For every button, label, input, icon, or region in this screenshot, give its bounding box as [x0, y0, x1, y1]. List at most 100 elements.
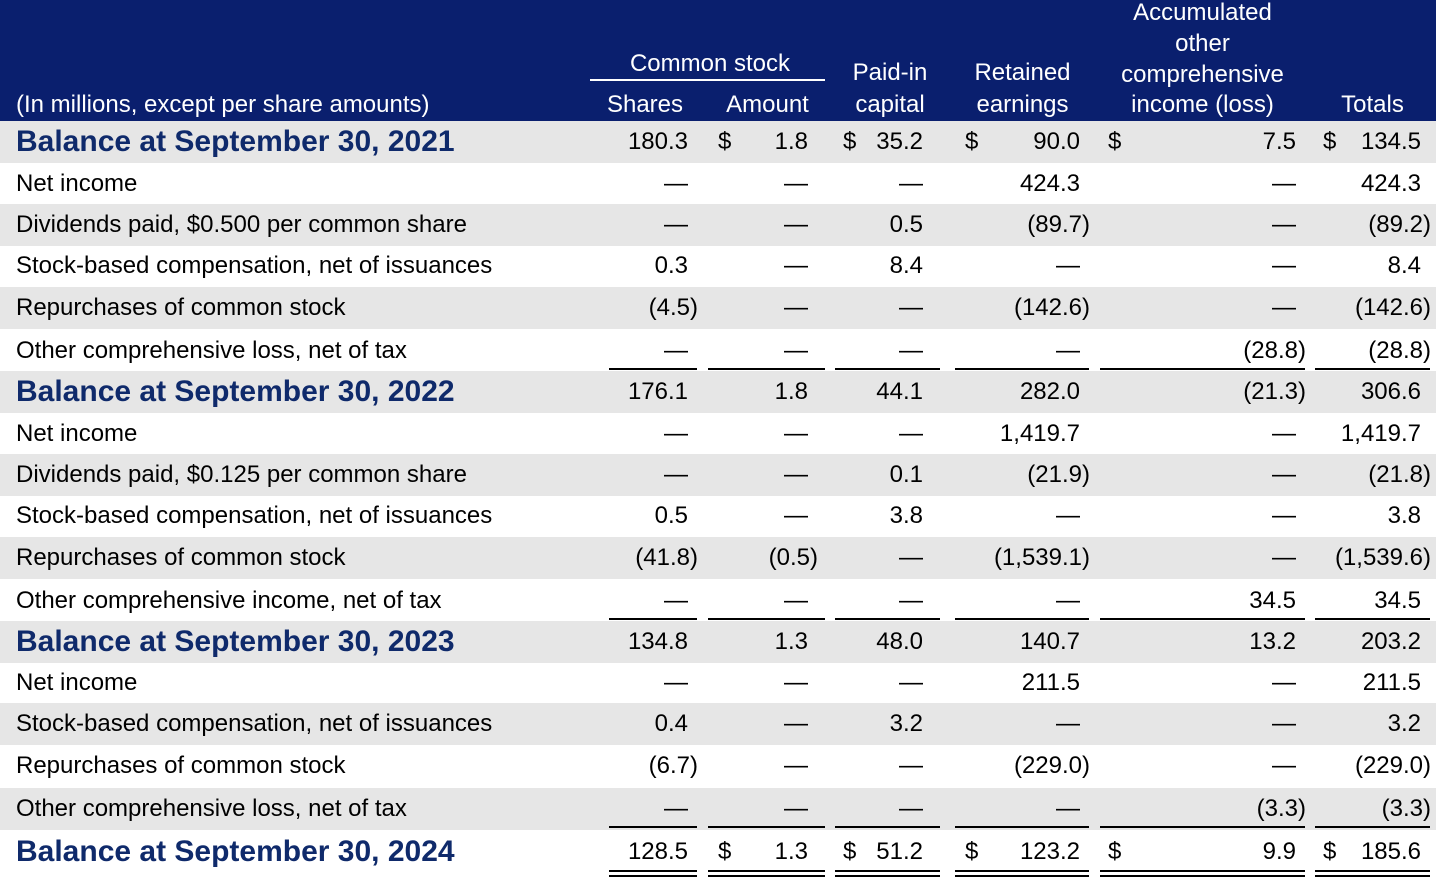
cell-shares: —	[664, 461, 688, 488]
cell-totals: 3.8	[1387, 502, 1421, 529]
common-stock-group-label: Common stock	[629, 50, 791, 77]
cell-totals: 34.5	[1374, 587, 1421, 614]
cell-retained-earnings: 211.5	[1021, 669, 1080, 696]
cell-paid-in-capital: 3.8	[889, 502, 923, 529]
cell-shares: 176.1	[627, 378, 688, 405]
table-header: (In millions, except per share amounts) …	[0, 0, 1436, 121]
subtotal-underline	[1100, 368, 1305, 370]
dollar-sign: $	[718, 838, 732, 865]
cell-totals: 306.6	[1360, 378, 1421, 405]
cell-totals: 1,419.7	[1340, 420, 1421, 447]
cell-shares: (6.7)	[648, 752, 698, 779]
table-row: Repurchases of common stock (6.7) — — (229.0…	[0, 745, 1436, 787]
cell-totals: 3.2	[1387, 710, 1421, 737]
col-paid-in-header-1: Paid-in	[852, 59, 928, 86]
cell-amount: —	[784, 211, 808, 238]
cell-aoci: —	[1272, 752, 1296, 779]
row-label: Net income	[16, 420, 138, 447]
row-label: Net income	[16, 669, 138, 696]
cell-aoci: —	[1272, 461, 1296, 488]
cell-shares: 134.8	[627, 628, 688, 655]
cell-retained-earnings: (21.9)	[1027, 461, 1090, 488]
col-amount-header: Amount	[726, 91, 809, 118]
row-label: Repurchases of common stock	[16, 544, 346, 571]
balance-label: Balance at September 30, 2023	[16, 625, 455, 658]
cell-totals: (142.6)	[1354, 294, 1431, 321]
cell-aoci: —	[1272, 211, 1296, 238]
cell-aoci: 7.5	[1262, 128, 1296, 155]
cell-shares: —	[664, 211, 688, 238]
subtotal-underline	[1315, 368, 1430, 370]
subtotal-underline	[1100, 826, 1305, 828]
balance-row: Balance at September 30, 2023 134.8 1.3 48.…	[0, 621, 1436, 663]
table-row: Repurchases of common stock (41.8) (0.5) — (…	[0, 537, 1436, 579]
dollar-sign: $	[1323, 838, 1337, 865]
subtotal-underline	[835, 826, 940, 828]
subtotal-underline	[835, 618, 940, 620]
dollar-sign: $	[1108, 128, 1122, 155]
cell-retained-earnings: 282.0	[1019, 378, 1080, 405]
cell-shares: 180.3	[627, 128, 688, 155]
subtotal-underline	[609, 368, 697, 370]
cell-totals: 424.3	[1360, 170, 1421, 197]
balance-label: Balance at September 30, 2024	[16, 835, 455, 868]
table-row: Other comprehensive loss, net of tax — — — —…	[0, 330, 1436, 372]
cell-amount: —	[784, 710, 808, 737]
table-row: Other comprehensive income, net of tax — —…	[0, 580, 1436, 622]
cell-totals: (1,539.6)	[1334, 544, 1431, 571]
common-stock-underline	[590, 79, 825, 81]
table-row: Other comprehensive loss, net of tax — — — —…	[0, 788, 1436, 830]
cell-paid-in-capital: 3.2	[889, 710, 923, 737]
cell-paid-in-capital: —	[899, 587, 923, 614]
total-double-underline	[609, 870, 697, 877]
table-row: Stock-based compensation, net of issuanc…	[0, 245, 1436, 287]
cell-totals: (89.2)	[1368, 211, 1431, 238]
row-label: Stock-based compensation, net of issuanc…	[16, 710, 493, 737]
row-label: Repurchases of common stock	[16, 752, 346, 779]
cell-paid-in-capital: —	[899, 795, 923, 822]
balance-row: Balance at September 30, 2022 176.1 1.8 44.…	[0, 371, 1436, 413]
table-row: Dividends paid, $0.125 per common share —…	[0, 454, 1436, 496]
cell-retained-earnings: (142.6)	[1013, 294, 1090, 321]
cell-paid-in-capital: —	[899, 420, 923, 447]
cell-retained-earnings: 1,419.7	[999, 420, 1080, 447]
col-aoci-header-4: income (loss)	[1131, 91, 1274, 118]
units-label: (In millions, except per share amounts)	[16, 91, 430, 118]
dollar-sign: $	[843, 838, 857, 865]
cell-shares: —	[664, 587, 688, 614]
row-label: Dividends paid, $0.500 per common share	[16, 211, 467, 238]
balance-row: Balance at September 30, 2024 128.5 1.3 $51…	[0, 831, 1436, 873]
cell-retained-earnings: —	[1056, 502, 1080, 529]
total-double-underline	[1100, 870, 1305, 877]
cell-amount: —	[784, 669, 808, 696]
cell-aoci: (3.3)	[1256, 795, 1306, 822]
balance-row: Balance at September 30, 2021 180.3 1.8 $35…	[0, 121, 1436, 163]
cell-retained-earnings: 90.0	[1033, 128, 1080, 155]
subtotal-underline	[1315, 826, 1430, 828]
cell-shares: 128.5	[627, 838, 688, 865]
subtotal-underline	[955, 618, 1089, 620]
cell-aoci: —	[1272, 294, 1296, 321]
cell-paid-in-capital: 51.2	[876, 838, 923, 865]
cell-paid-in-capital: 0.5	[889, 211, 923, 238]
cell-aoci: —	[1272, 669, 1296, 696]
table-row: Net income — — — 1,419.7 — 1,419.7	[0, 413, 1436, 455]
cell-amount: 1.3	[774, 838, 808, 865]
cell-paid-in-capital: —	[899, 669, 923, 696]
subtotal-underline	[609, 618, 697, 620]
cell-totals: 134.5	[1360, 128, 1421, 155]
row-label: Other comprehensive income, net of tax	[16, 587, 442, 614]
row-label: Repurchases of common stock	[16, 294, 346, 321]
cell-paid-in-capital: 48.0	[876, 628, 923, 655]
cell-aoci: 34.5	[1249, 587, 1296, 614]
col-retained-header-1: Retained	[974, 59, 1071, 86]
cell-totals: 203.2	[1360, 628, 1421, 655]
row-label: Stock-based compensation, net of issuanc…	[16, 502, 493, 529]
dollar-sign: $	[843, 128, 857, 155]
cell-retained-earnings: 424.3	[1019, 170, 1080, 197]
cell-amount: (0.5)	[768, 544, 818, 571]
balance-label: Balance at September 30, 2021	[16, 125, 455, 158]
cell-amount: —	[784, 461, 808, 488]
row-label: Dividends paid, $0.125 per common share	[16, 461, 467, 488]
cell-totals: 8.4	[1387, 252, 1421, 279]
